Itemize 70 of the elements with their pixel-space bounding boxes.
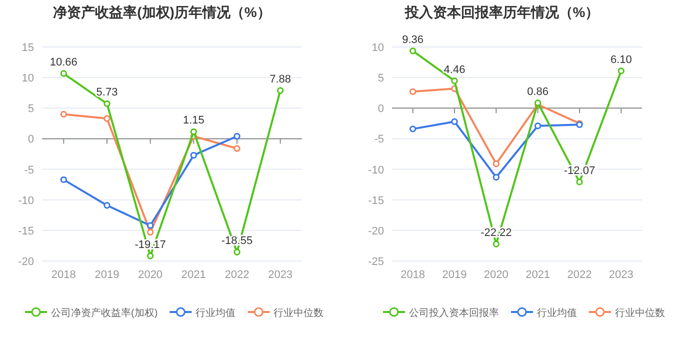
y-tick-label: -5 [24, 164, 34, 176]
point [234, 132, 240, 140]
y-tick-label: -10 [368, 164, 384, 176]
point [146, 252, 154, 260]
legend-label: 公司投入资本回报率 [409, 307, 499, 319]
x-tick-label: 2022 [224, 269, 250, 281]
x-tick-label: 2019 [442, 269, 467, 281]
point [409, 126, 416, 132]
y-tick-label: -15 [368, 194, 384, 207]
point [146, 222, 154, 229]
y-tick-label: 15 [22, 42, 34, 54]
x-tick-label: 2018 [51, 269, 76, 281]
data-label: 5.73 [96, 86, 118, 99]
point [492, 174, 500, 181]
point [104, 202, 110, 209]
data-label: 10.66 [50, 56, 78, 69]
point [492, 240, 500, 248]
x-tick-label: 2020 [138, 269, 163, 281]
point [492, 160, 500, 168]
data-label: 4.46 [444, 64, 466, 76]
point [409, 88, 416, 95]
point [451, 78, 458, 84]
x-tick-label: 2021 [181, 269, 206, 281]
x-tick-label: 2021 [526, 269, 550, 281]
point [104, 100, 110, 108]
y-tick-label: 0 [28, 134, 34, 146]
point [276, 87, 284, 94]
y-tick-label: 10 [372, 42, 384, 54]
point [234, 248, 240, 256]
y-tick-label: -20 [18, 256, 34, 268]
point [190, 152, 198, 159]
data-label: 9.36 [402, 34, 424, 46]
legend-label: 行业中位数 [615, 307, 665, 319]
x-tick-label: 2023 [608, 269, 634, 281]
x-tick-label: 2019 [94, 269, 120, 281]
point [104, 115, 110, 122]
legend-label: 行业均值 [537, 307, 577, 319]
legend-label: 公司净资产收益率(加权) [51, 307, 158, 319]
legend-label: 行业中位数 [274, 307, 324, 319]
point [576, 178, 583, 186]
y-tick-label: 5 [28, 103, 34, 116]
point [190, 128, 198, 136]
data-label: 0.86 [527, 86, 549, 98]
point [451, 118, 458, 125]
data-label: 7.88 [270, 74, 292, 86]
point [234, 145, 240, 152]
point [409, 48, 416, 54]
x-tick-label: 2022 [567, 269, 592, 281]
point [534, 122, 542, 130]
point [146, 228, 154, 236]
point [60, 110, 68, 118]
chart-title: 净资产收益率(加权)历年情况（%） [53, 4, 271, 20]
x-tick-label: 2020 [484, 269, 508, 281]
y-tick-label: -20 [368, 225, 384, 238]
data-label: 1.15 [182, 114, 204, 127]
y-tick-label: 5 [378, 72, 384, 85]
data-label: 6.10 [610, 54, 632, 66]
legend-label: 行业均值 [196, 307, 236, 319]
point [60, 176, 68, 184]
point [618, 67, 625, 74]
y-tick-label: -10 [18, 194, 34, 207]
y-tick-label: -5 [374, 134, 384, 146]
x-tick-label: 2023 [268, 269, 293, 281]
chart-title: 投入资本回报率历年情况（%） [404, 4, 600, 20]
y-tick-label: 0 [378, 103, 384, 116]
y-tick-label: -25 [368, 256, 384, 268]
x-tick-label: 2018 [400, 269, 426, 281]
point [60, 70, 68, 77]
y-tick-label: -15 [18, 225, 34, 238]
y-tick-label: 10 [22, 72, 34, 85]
